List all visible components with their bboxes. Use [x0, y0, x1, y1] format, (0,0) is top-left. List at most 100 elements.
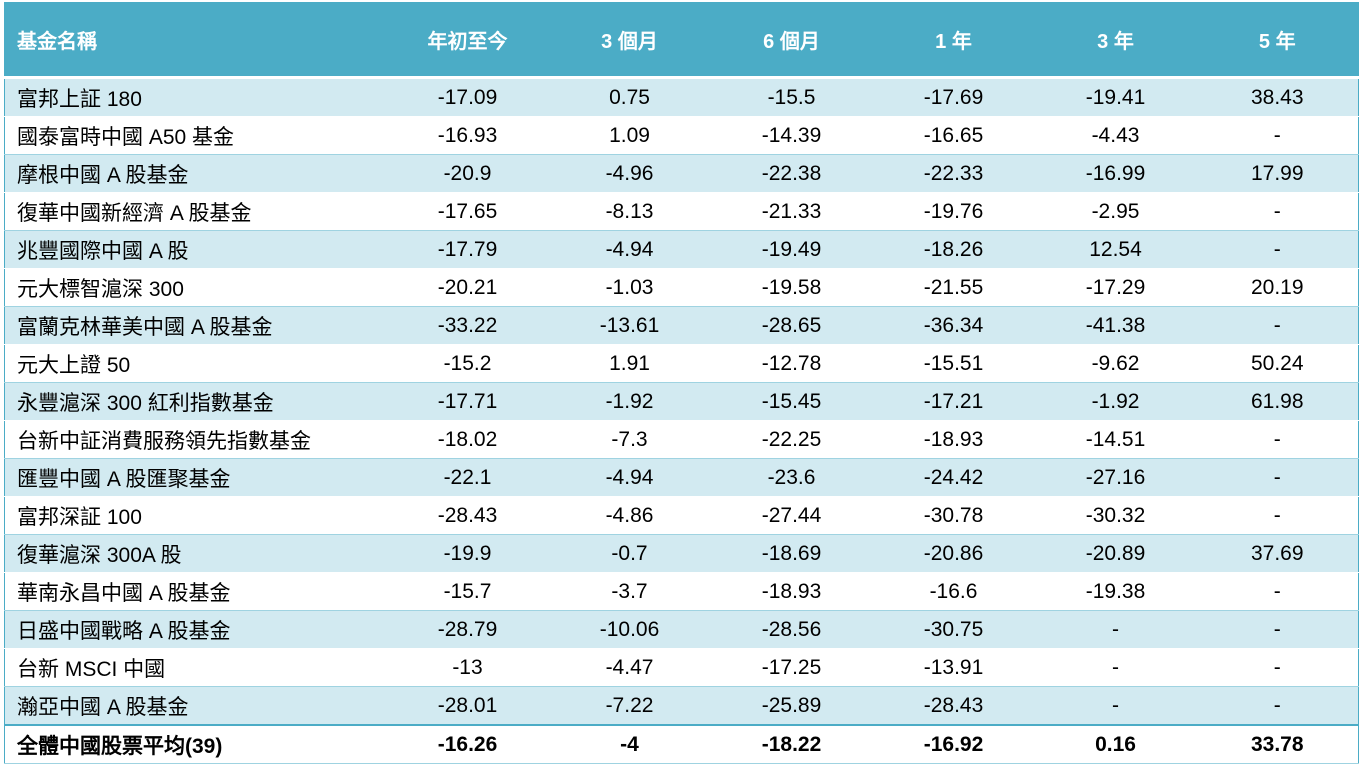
- cell-1-year: -13.91: [872, 648, 1035, 687]
- cell-6-month: -12.78: [710, 344, 873, 383]
- cell-1-year: -30.78: [872, 496, 1035, 535]
- cell-1-year: -24.42: [872, 458, 1035, 497]
- cell-3-month: -7.22: [548, 686, 711, 726]
- total-cell-1-year: -16.92: [872, 724, 1035, 764]
- cell-ytd: -17.09: [386, 77, 549, 117]
- cell-ytd: -15.2: [386, 344, 549, 383]
- cell-fund-name: 富邦深証 100: [4, 496, 387, 535]
- cell-ytd: -28.43: [386, 496, 549, 535]
- cell-5-year: -: [1196, 686, 1359, 726]
- cell-fund-name: 國泰富時中國 A50 基金: [4, 116, 387, 155]
- table-row: 國泰富時中國 A50 基金 -16.93 1.09 -14.39 -16.65 -4.43…: [4, 116, 1359, 155]
- cell-fund-name: 富邦上証 180: [4, 77, 387, 117]
- header-3-year: 3 年: [1034, 2, 1197, 79]
- table-row: 復華滬深 300A 股 -19.9 -0.7 -18.69 -20.86 -20.89 37…: [4, 534, 1359, 573]
- cell-1-year: -16.65: [872, 116, 1035, 155]
- total-cell-5-year: 33.78: [1196, 724, 1359, 764]
- cell-6-month: -21.33: [710, 192, 873, 231]
- cell-fund-name: 摩根中國 A 股基金: [4, 154, 387, 193]
- table-row: 兆豐國際中國 A 股 -17.79 -4.94 -19.49 -18.26 12.54-: [4, 230, 1359, 269]
- cell-6-month: -22.38: [710, 154, 873, 193]
- cell-ytd: -17.65: [386, 192, 549, 231]
- cell-6-month: -17.25: [710, 648, 873, 687]
- cell-6-month: -28.65: [710, 306, 873, 345]
- table-row: 元大上證 50 -15.2 1.91 -12.78 -15.51 -9.62 50.24: [4, 344, 1359, 383]
- cell-1-year: -16.6: [872, 572, 1035, 611]
- cell-5-year: 61.98: [1196, 382, 1359, 421]
- cell-6-month: -28.56: [710, 610, 873, 649]
- cell-3-month: -4.96: [548, 154, 711, 193]
- table-row: 摩根中國 A 股基金 -20.9 -4.96 -22.38 -22.33 -16.99 17…: [4, 154, 1359, 193]
- cell-5-year: -: [1196, 192, 1359, 231]
- cell-fund-name: 台新 MSCI 中國: [4, 648, 387, 687]
- header-6-month: 6 個月: [710, 2, 873, 79]
- cell-5-year: -: [1196, 458, 1359, 497]
- cell-fund-name: 富蘭克林華美中國 A 股基金: [4, 306, 387, 345]
- header-ytd: 年初至今: [386, 2, 549, 79]
- cell-fund-name: 日盛中國戰略 A 股基金: [4, 610, 387, 649]
- cell-3-year: -20.89: [1034, 534, 1197, 573]
- cell-3-year: -14.51: [1034, 420, 1197, 459]
- cell-fund-name: 瀚亞中國 A 股基金: [4, 686, 387, 726]
- cell-5-year: 50.24: [1196, 344, 1359, 383]
- cell-ytd: -20.21: [386, 268, 549, 307]
- cell-5-year: -: [1196, 610, 1359, 649]
- cell-fund-name: 永豐滬深 300 紅利指數基金: [4, 382, 387, 421]
- cell-ytd: -22.1: [386, 458, 549, 497]
- cell-3-month: -0.7: [548, 534, 711, 573]
- cell-1-year: -18.26: [872, 230, 1035, 269]
- cell-3-year: -: [1034, 610, 1197, 649]
- cell-3-year: -9.62: [1034, 344, 1197, 383]
- table-row: 台新中証消費服務領先指數基金 -18.02 -7.3 -22.25 -18.93 -14.…: [4, 420, 1359, 459]
- header-1-year: 1 年: [872, 2, 1035, 79]
- header-5-year: 5 年: [1196, 2, 1359, 79]
- cell-3-year: -19.38: [1034, 572, 1197, 611]
- cell-3-month: -4.94: [548, 458, 711, 497]
- cell-fund-name: 匯豐中國 A 股匯聚基金: [4, 458, 387, 497]
- cell-3-month: 1.91: [548, 344, 711, 383]
- cell-6-month: -27.44: [710, 496, 873, 535]
- table-row: 瀚亞中國 A 股基金 -28.01 -7.22 -25.89 -28.43- -: [4, 686, 1359, 726]
- cell-ytd: -17.79: [386, 230, 549, 269]
- header-fund-name: 基金名稱: [4, 2, 387, 79]
- cell-5-year: -: [1196, 116, 1359, 155]
- cell-ytd: -15.7: [386, 572, 549, 611]
- cell-1-year: -28.43: [872, 686, 1035, 726]
- cell-ytd: -20.9: [386, 154, 549, 193]
- cell-ytd: -33.22: [386, 306, 549, 345]
- header-3-month: 3 個月: [548, 2, 711, 79]
- cell-3-month: -7.3: [548, 420, 711, 459]
- cell-6-month: -14.39: [710, 116, 873, 155]
- cell-5-year: 17.99: [1196, 154, 1359, 193]
- cell-1-year: -22.33: [872, 154, 1035, 193]
- cell-3-year: -19.41: [1034, 77, 1197, 117]
- table-row: 台新 MSCI 中國 -13 -4.47 -17.25 -13.91- -: [4, 648, 1359, 687]
- cell-5-year: 20.19: [1196, 268, 1359, 307]
- cell-3-year: -16.99: [1034, 154, 1197, 193]
- cell-3-year: -: [1034, 648, 1197, 687]
- cell-5-year: -: [1196, 420, 1359, 459]
- table-row: 富邦上証 180 -17.09 0.75 -15.5 -17.69 -19.41 38.43: [4, 77, 1359, 117]
- cell-ytd: -16.93: [386, 116, 549, 155]
- cell-5-year: 38.43: [1196, 77, 1359, 117]
- cell-3-year: -1.92: [1034, 382, 1197, 421]
- total-cell-6-month: -18.22: [710, 724, 873, 764]
- total-row: 全體中國股票平均(39) -16.26 -4 -18.22 -16.92 0.16 33.7…: [4, 724, 1359, 764]
- cell-1-year: -17.21: [872, 382, 1035, 421]
- cell-1-year: -15.51: [872, 344, 1035, 383]
- cell-3-year: -17.29: [1034, 268, 1197, 307]
- cell-1-year: -21.55: [872, 268, 1035, 307]
- cell-fund-name: 台新中証消費服務領先指數基金: [4, 420, 387, 459]
- table-row: 富蘭克林華美中國 A 股基金 -33.22 -13.61 -28.65 -36.34 -4…: [4, 306, 1359, 345]
- cell-5-year: 37.69: [1196, 534, 1359, 573]
- total-cell-ytd: -16.26: [386, 724, 549, 764]
- cell-5-year: -: [1196, 648, 1359, 687]
- cell-fund-name: 元大上證 50: [4, 344, 387, 383]
- table-body: 富邦上証 180 -17.09 0.75 -15.5 -17.69 -19.41 38.43…: [4, 77, 1359, 764]
- cell-3-year: 12.54: [1034, 230, 1197, 269]
- table-row: 匯豐中國 A 股匯聚基金 -22.1 -4.94 -23.6 -24.42 -27.16-: [4, 458, 1359, 497]
- cell-3-month: -3.7: [548, 572, 711, 611]
- cell-ytd: -28.79: [386, 610, 549, 649]
- table-row: 日盛中國戰略 A 股基金 -28.79 -10.06 -28.56 -30.75- -: [4, 610, 1359, 649]
- cell-fund-name: 兆豐國際中國 A 股: [4, 230, 387, 269]
